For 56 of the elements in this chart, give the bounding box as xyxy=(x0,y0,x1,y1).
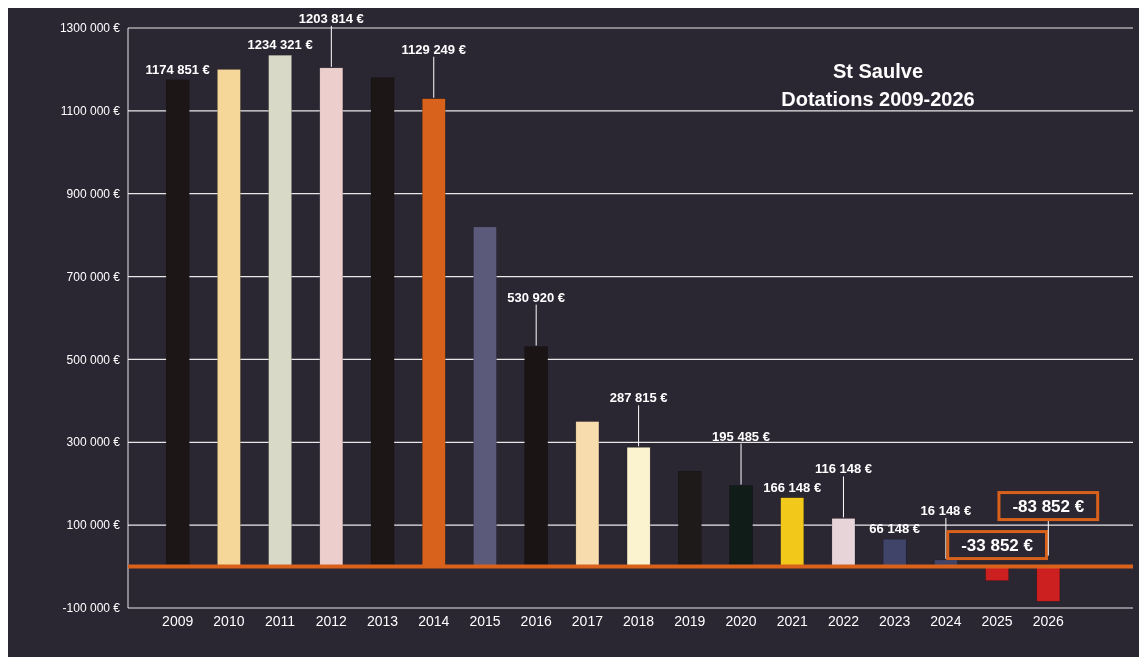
x-tick-label: 2023 xyxy=(879,613,911,629)
y-tick-label: 1300 000 € xyxy=(59,21,121,36)
y-tick-label: 500 000 € xyxy=(66,352,121,367)
text: St Saulve xyxy=(832,60,924,82)
x-tick-label: 2025 xyxy=(981,613,1013,629)
bar xyxy=(780,497,805,567)
bar xyxy=(678,471,702,567)
bar xyxy=(165,79,190,567)
y-tick-label: -100 000 € xyxy=(62,601,121,616)
bar xyxy=(370,77,395,567)
y-tick-label: 1100 000 € xyxy=(60,104,121,119)
bar xyxy=(268,54,292,567)
y-tick-label: 900 000 € xyxy=(66,186,121,201)
x-tick-label: 2024 xyxy=(930,613,962,629)
y-tick-label: 100 000 € xyxy=(66,518,121,533)
bar xyxy=(319,67,344,567)
bar xyxy=(473,226,497,567)
x-tick-label: 2013 xyxy=(366,613,399,629)
data-label: -83 852 € xyxy=(1012,496,1085,516)
data-label: 195 485 € xyxy=(712,428,770,444)
bar xyxy=(626,447,651,567)
x-tick-label: 2009 xyxy=(162,613,194,629)
data-label: 1174 851 € xyxy=(145,61,210,77)
x-tick-label: 2014 xyxy=(418,613,450,629)
x-tick-label: 2016 xyxy=(520,613,552,629)
data-label: -33 852 € xyxy=(961,535,1034,555)
bar xyxy=(575,421,600,567)
x-tick-label: 2017 xyxy=(571,613,604,629)
y-tick-label: 700 000 € xyxy=(66,269,121,284)
data-label: 1129 249 € xyxy=(401,41,466,57)
data-label: 116 148 € xyxy=(814,461,873,477)
x-tick-label: 2019 xyxy=(674,613,706,629)
data-label: 66 148 € xyxy=(869,521,920,537)
bar xyxy=(729,485,753,567)
x-tick-label: 2015 xyxy=(469,613,501,629)
bar xyxy=(217,69,241,567)
data-label: 166 148 € xyxy=(763,479,822,495)
x-tick-label: 2021 xyxy=(776,613,809,629)
bar xyxy=(524,346,548,567)
text: Dotations 2009-2026 xyxy=(781,88,975,110)
data-label: 287 815 € xyxy=(609,390,668,406)
bar xyxy=(831,518,856,567)
x-tick-label: 2010 xyxy=(213,613,245,629)
bar xyxy=(1036,566,1061,602)
data-label: 16 148 € xyxy=(920,502,972,518)
x-tick-label: 2018 xyxy=(623,613,655,629)
x-tick-label: 2012 xyxy=(315,613,348,629)
data-label: 1234 321 € xyxy=(247,37,313,53)
x-tick-label: 2020 xyxy=(725,613,757,629)
bar xyxy=(882,538,907,567)
data-label: 530 920 € xyxy=(507,289,566,305)
x-tick-label: 2011 xyxy=(265,613,296,629)
x-tick-label: 2026 xyxy=(1032,613,1065,629)
data-label: 1203 814 € xyxy=(298,10,364,26)
y-tick-label: 300 000 € xyxy=(66,435,121,450)
x-tick-label: 2022 xyxy=(827,613,860,629)
